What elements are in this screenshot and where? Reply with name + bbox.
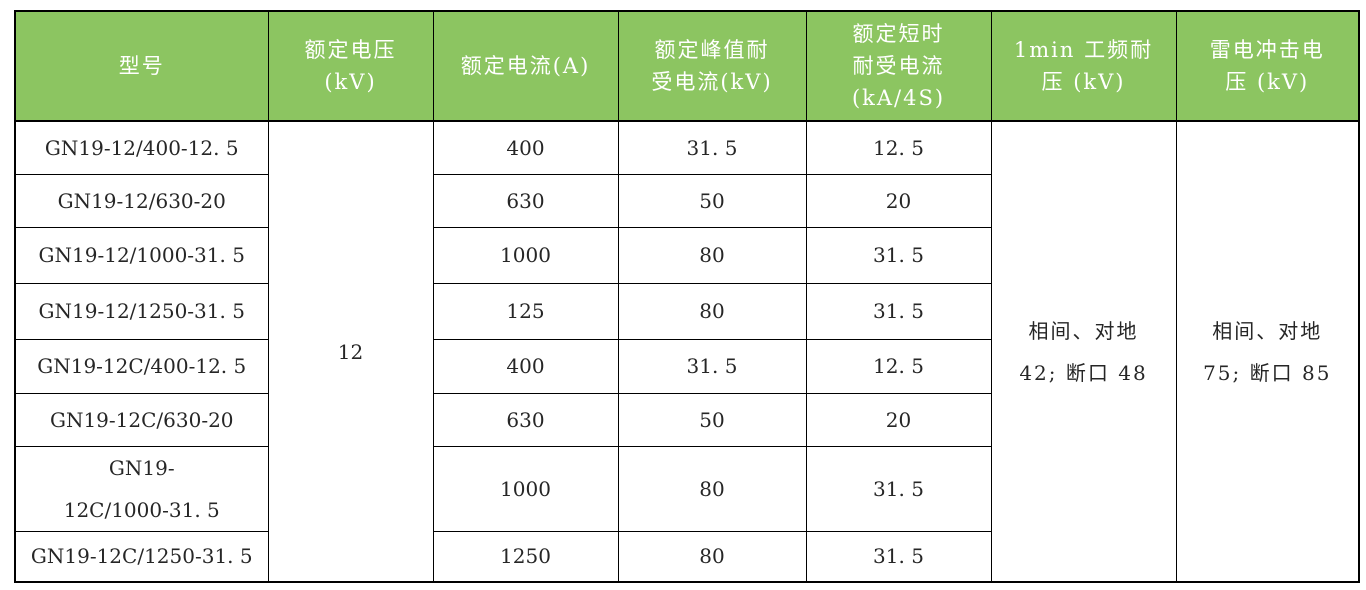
rated-current-cell: 400 [432, 120, 619, 175]
short-time-withstand-current-cell: 12. 5 [805, 338, 992, 394]
table-row: GN19-12/630-20 630 50 20 [14, 173, 1359, 228]
model-cell: GN19-12C/400-12. 5 [14, 338, 269, 394]
header-row: 型号 额定电压 (kV) 额定电流(A) 额定峰值耐 受电流(kV) 额定短时 … [14, 10, 1360, 122]
rated-current-cell: 630 [432, 392, 619, 447]
peak-withstand-current-cell: 80 [617, 282, 807, 340]
short-time-withstand-current-cell: 20 [805, 392, 992, 447]
power-frequency-merged-cell: 相间、对地 42; 断口 48 [990, 120, 1177, 583]
peak-withstand-current-cell: 31. 5 [617, 120, 807, 175]
table-row: GN19- 12C/1000-31. 5 1000 80 31. 5 [14, 445, 1359, 532]
header-lightning-impulse-voltage: 雷电冲击电 压 (kV) [1175, 10, 1360, 122]
header-short-time-withstand-current: 额定短时 耐受电流 (kA/4S) [805, 10, 992, 122]
model-cell: GN19-12/630-20 [14, 173, 269, 228]
rated-current-cell: 630 [432, 173, 619, 228]
table-row: GN19-12C/630-20 630 50 20 [14, 392, 1359, 447]
model-cell: GN19-12/1250-31. 5 [14, 282, 269, 340]
rated-current-cell: 1000 [432, 226, 619, 284]
rated-current-cell: 1000 [432, 445, 619, 532]
peak-withstand-current-cell: 50 [617, 392, 807, 447]
rated-current-cell: 125 [432, 282, 619, 340]
header-model: 型号 [14, 10, 269, 122]
peak-withstand-current-cell: 80 [617, 530, 807, 583]
model-cell: GN19-12C/630-20 [14, 392, 269, 447]
model-cell: GN19-12/1000-31. 5 [14, 226, 269, 284]
model-cell: GN19-12C/1250-31. 5 [14, 530, 269, 583]
header-power-frequency-withstand-voltage: 1min 工频耐 压 (kV) [990, 10, 1177, 122]
short-time-withstand-current-cell: 12. 5 [805, 120, 992, 175]
peak-withstand-current-cell: 80 [617, 226, 807, 284]
short-time-withstand-current-cell: 31. 5 [805, 530, 992, 583]
table-row: GN19-12/1000-31. 5 1000 80 31. 5 [14, 226, 1359, 284]
rated-current-cell: 1250 [432, 530, 619, 583]
spec-table-container: 型号 额定电压 (kV) 额定电流(A) 额定峰值耐 受电流(kV) 额定短时 … [14, 10, 1360, 583]
table-row: GN19-12C/400-12. 5 400 31. 5 12. 5 [14, 338, 1359, 394]
short-time-withstand-current-cell: 31. 5 [805, 226, 992, 284]
spec-table: 型号 额定电压 (kV) 额定电流(A) 额定峰值耐 受电流(kV) 额定短时 … [14, 10, 1360, 583]
short-time-withstand-current-cell: 31. 5 [805, 445, 992, 532]
short-time-withstand-current-cell: 20 [805, 173, 992, 228]
rated-current-cell: 400 [432, 338, 619, 394]
model-cell: GN19- 12C/1000-31. 5 [14, 445, 269, 532]
table-row: GN19-12/400-12. 5 12 400 31. 5 12. 5 相间、… [14, 120, 1360, 583]
header-peak-withstand-current: 额定峰值耐 受电流(kV) [617, 10, 807, 122]
short-time-withstand-current-cell: 31. 5 [805, 282, 992, 340]
peak-withstand-current-cell: 80 [617, 445, 807, 532]
lightning-impulse-merged-cell: 相间、对地 75; 断口 85 [1175, 120, 1360, 583]
table-row: GN19-12/1250-31. 5 125 80 31. 5 [14, 282, 1359, 340]
header-rated-current: 额定电流(A) [432, 10, 619, 122]
header-rated-voltage: 额定电压 (kV) [267, 10, 434, 122]
model-cell: GN19-12/400-12. 5 [14, 120, 269, 175]
table-row: GN19-12C/1250-31. 5 1250 80 31. 5 [14, 530, 1359, 583]
peak-withstand-current-cell: 50 [617, 173, 807, 228]
rated-voltage-merged-cell: 12 [267, 120, 434, 583]
peak-withstand-current-cell: 31. 5 [617, 338, 807, 394]
